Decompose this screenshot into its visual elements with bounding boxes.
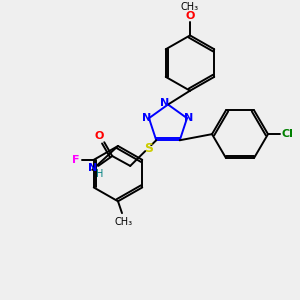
Text: CH₃: CH₃ (115, 217, 133, 227)
Text: O: O (94, 131, 104, 141)
Text: F: F (72, 155, 80, 165)
Text: N: N (160, 98, 169, 108)
Text: Cl: Cl (281, 129, 293, 139)
Text: N: N (88, 163, 97, 173)
Text: N: N (184, 113, 194, 123)
Text: CH₃: CH₃ (181, 2, 199, 12)
Text: O: O (185, 11, 195, 21)
Text: S: S (144, 142, 153, 154)
Text: H: H (96, 169, 103, 179)
Text: N: N (142, 113, 152, 123)
